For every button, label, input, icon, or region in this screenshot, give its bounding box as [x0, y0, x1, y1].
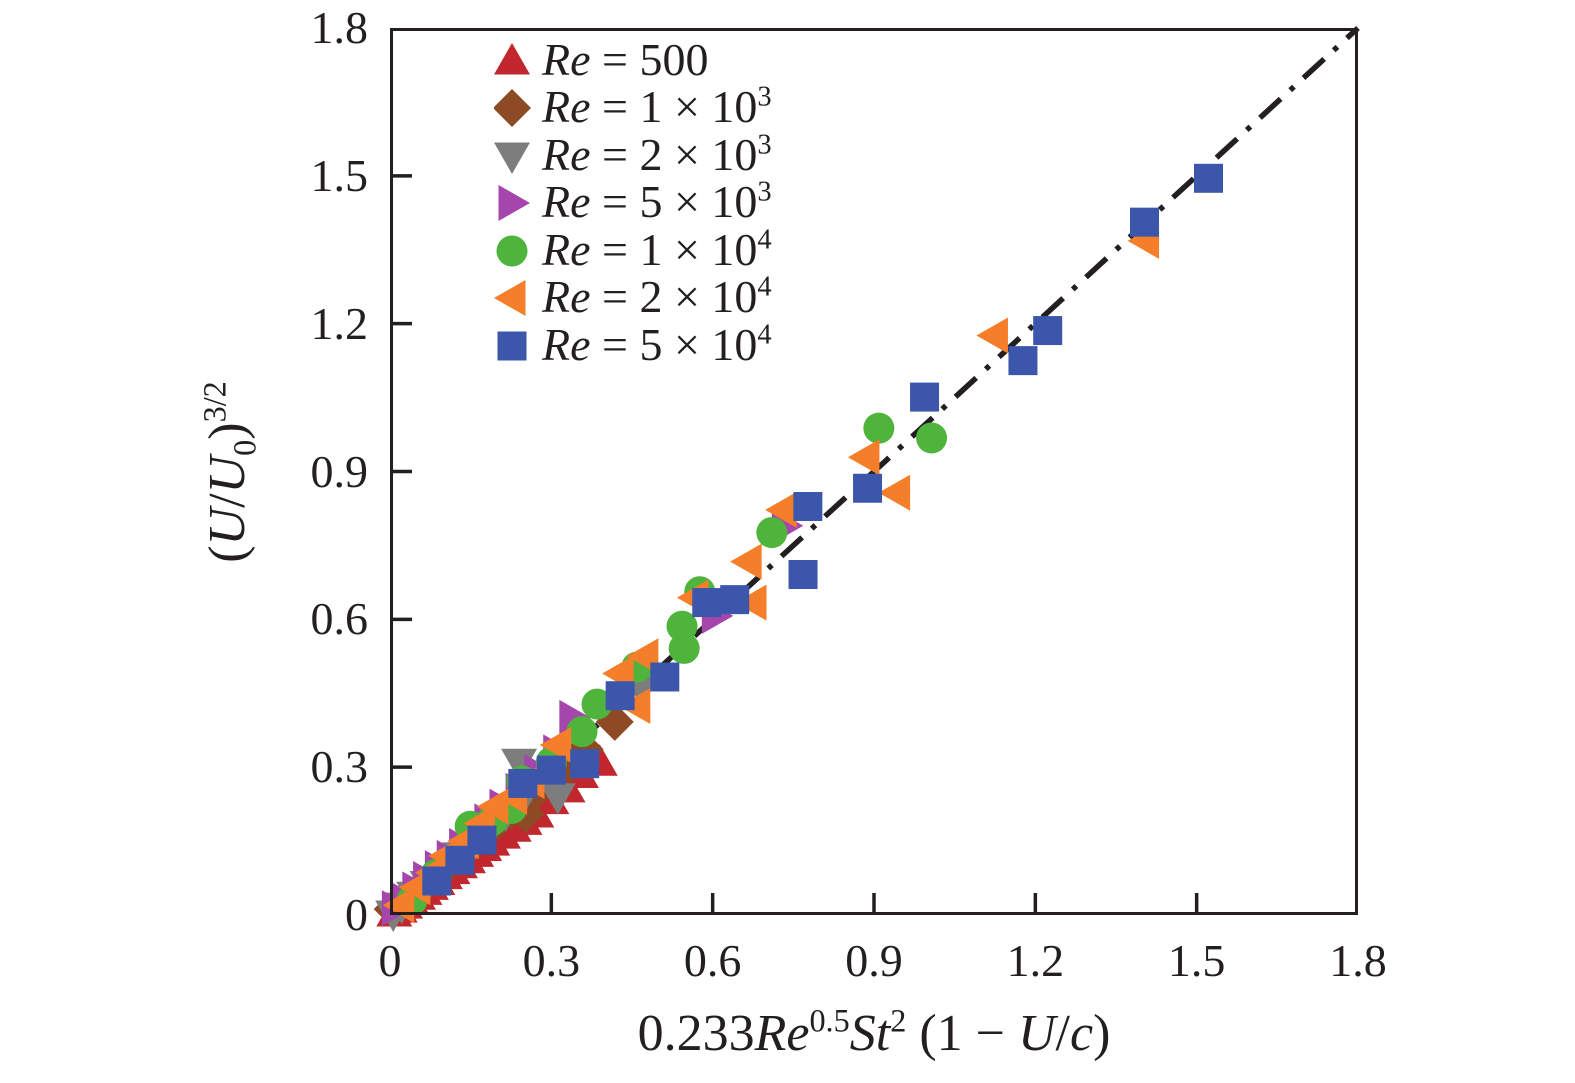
x-axis-title: 0.233Re0.5St2 (1 − U/c) — [637, 1002, 1111, 1062]
data-point — [1008, 346, 1038, 376]
data-point — [793, 491, 823, 521]
x-tick-label: 0.9 — [845, 935, 903, 986]
y-tick-label: 1.8 — [310, 2, 369, 53]
legend-label: Re = 5 × 104 — [542, 318, 772, 370]
data-point — [539, 726, 572, 763]
y-tick-label: 0 — [345, 889, 368, 940]
data-point — [1130, 207, 1160, 237]
data-point — [847, 439, 880, 476]
legend-item: Re = 2 × 103 — [494, 131, 772, 179]
data-point — [566, 716, 598, 748]
triangle-up-icon — [494, 42, 530, 75]
data-point — [536, 755, 566, 785]
data-point — [863, 412, 895, 444]
triangle-right-icon — [498, 185, 530, 222]
y-axis-title: (U/U0)3/2 — [196, 381, 263, 563]
data-point — [581, 688, 613, 720]
legend-label: Re = 500 — [542, 33, 709, 85]
data-point — [910, 382, 940, 412]
data-point — [916, 422, 948, 454]
x-tick-label: 0.6 — [683, 935, 742, 986]
legend-item: Re = 5 × 103 — [494, 176, 772, 228]
x-tick-label: 1.5 — [1167, 935, 1226, 986]
legend-label: Re = 5 × 103 — [542, 176, 772, 228]
y-tick-label: 1.2 — [310, 297, 369, 349]
y-tick-label: 1.5 — [310, 149, 369, 201]
legend-label: Re = 1 × 104 — [542, 223, 772, 275]
y-tick-label: 0.9 — [310, 445, 369, 497]
x-tick-label: 0 — [378, 935, 402, 986]
data-point — [605, 681, 635, 711]
y-tick-label: 0.6 — [310, 593, 369, 645]
data-point — [570, 749, 600, 779]
legend-item: Re = 500 — [494, 36, 772, 84]
triangle-down-icon — [494, 142, 530, 174]
legend-item: Re = 2 × 104 — [494, 271, 772, 323]
data-point — [692, 588, 722, 618]
data-point — [539, 783, 576, 815]
x-tick-label: 1.2 — [1006, 935, 1065, 986]
data-point — [668, 632, 700, 664]
data-point — [878, 474, 911, 511]
data-point — [720, 585, 750, 615]
data-point — [508, 768, 538, 798]
legend-label: Re = 2 × 104 — [542, 271, 772, 323]
data-point — [1033, 316, 1063, 346]
x-tick-label: 0.3 — [522, 935, 581, 986]
legend-label: Re = 1 × 103 — [542, 81, 772, 133]
data-point — [1193, 163, 1223, 193]
diamond-icon — [494, 89, 531, 128]
data-point — [730, 543, 762, 580]
data-point — [853, 473, 883, 503]
triangle-left-icon — [494, 280, 526, 317]
legend-item: Re = 5 × 104 — [494, 321, 772, 369]
legend: Re = 500 Re = 1 × 103 Re = 2 × 103 Re = 5 ×… — [494, 36, 772, 369]
legend-label: Re = 2 × 103 — [542, 128, 772, 180]
data-point — [650, 662, 680, 692]
data-point — [765, 491, 797, 528]
y-tick-label: 0.3 — [310, 741, 369, 793]
data-point — [788, 559, 818, 589]
data-point — [467, 825, 497, 855]
data-point — [735, 584, 767, 621]
legend-item: Re = 1 × 104 — [494, 226, 772, 274]
circle-icon — [496, 235, 528, 267]
square-icon — [497, 331, 527, 361]
legend-item: Re = 1 × 103 — [494, 81, 772, 133]
data-point — [756, 517, 788, 549]
x-tick-label: 1.8 — [1329, 935, 1387, 986]
data-point — [976, 317, 1008, 354]
